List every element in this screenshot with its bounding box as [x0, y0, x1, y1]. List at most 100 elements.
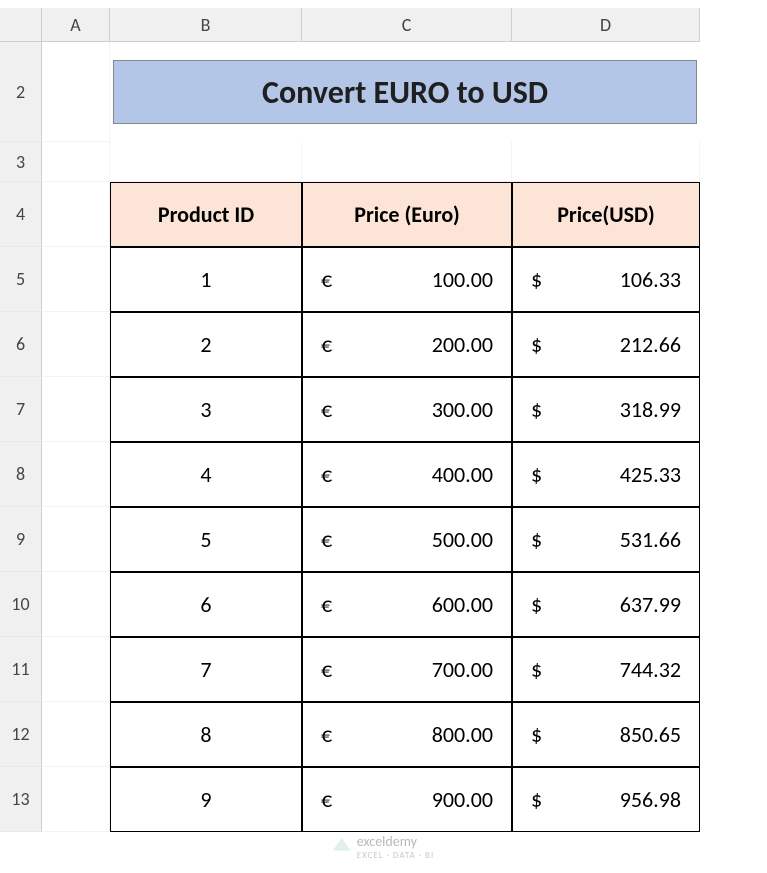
table-row[interactable]: €900.00 [302, 767, 512, 832]
table-row[interactable]: $425.33 [512, 442, 700, 507]
cell-C3[interactable] [302, 142, 512, 182]
cell-value: 700.00 [432, 656, 493, 683]
cell-value: 531.66 [620, 526, 681, 553]
dollar-icon: $ [531, 656, 542, 683]
row-header-5[interactable]: 5 [0, 247, 42, 312]
cell-D3[interactable] [512, 142, 700, 182]
cell-value: 600.00 [432, 591, 493, 618]
select-all-corner[interactable] [0, 8, 42, 42]
euro-icon: € [321, 721, 332, 748]
euro-icon: € [321, 331, 332, 358]
table-header-product-id[interactable]: Product ID [110, 182, 302, 247]
spreadsheet-grid: A B C D 1 2 1 2 3 4 5 6 7 8 9 10 11 12 1… [0, 0, 767, 832]
euro-icon: € [321, 526, 332, 553]
cell-A2[interactable] [42, 42, 110, 142]
table-row[interactable]: $637.99 [512, 572, 700, 637]
cell-A5[interactable] [42, 247, 110, 312]
table-row[interactable]: €500.00 [302, 507, 512, 572]
euro-icon: € [321, 656, 332, 683]
cell-value: 200.00 [432, 331, 493, 358]
table-row[interactable]: 6 [110, 572, 302, 637]
col-header-B[interactable]: B [110, 8, 302, 42]
title-cell[interactable]: Convert EURO to USD [113, 60, 697, 124]
row-header-11[interactable]: 11 [0, 637, 42, 702]
euro-icon: € [321, 461, 332, 488]
cell-A6[interactable] [42, 312, 110, 377]
row-header-9[interactable]: 9 [0, 507, 42, 572]
table-row[interactable]: €600.00 [302, 572, 512, 637]
cell-A10[interactable] [42, 572, 110, 637]
row-header-6[interactable]: 6 [0, 312, 42, 377]
cell-value: 800.00 [432, 721, 493, 748]
table-row[interactable]: 7 [110, 637, 302, 702]
dollar-icon: $ [531, 721, 542, 748]
col-header-A[interactable]: A [42, 8, 110, 42]
watermark-tagline: EXCEL · DATA · BI [357, 850, 434, 861]
table-header-price-usd[interactable]: Price(USD) [512, 182, 700, 247]
dollar-icon: $ [531, 396, 542, 423]
table-header-price-euro[interactable]: Price (Euro) [302, 182, 512, 247]
row-header-4[interactable]: 4 [0, 182, 42, 247]
cell-value: 956.98 [620, 786, 681, 813]
cell-value: 425.33 [620, 461, 681, 488]
table-row[interactable]: 5 [110, 507, 302, 572]
euro-icon: € [321, 396, 332, 423]
table-row[interactable]: 9 [110, 767, 302, 832]
table-row[interactable]: €200.00 [302, 312, 512, 377]
table-row[interactable]: €700.00 [302, 637, 512, 702]
dollar-icon: $ [531, 266, 542, 293]
cell-A9[interactable] [42, 507, 110, 572]
table-row[interactable]: €800.00 [302, 702, 512, 767]
cell-value: 637.99 [620, 591, 681, 618]
table-row[interactable]: €100.00 [302, 247, 512, 312]
table-row[interactable]: $850.65 [512, 702, 700, 767]
watermark: exceldemy EXCEL · DATA · BI [333, 833, 434, 861]
row-header-7[interactable]: 7 [0, 377, 42, 442]
table-row[interactable]: $106.33 [512, 247, 700, 312]
table-row[interactable]: $744.32 [512, 637, 700, 702]
col-header-D[interactable]: D [512, 8, 700, 42]
table-row[interactable]: 1 [110, 247, 302, 312]
table-row[interactable]: €400.00 [302, 442, 512, 507]
cell-value: 318.99 [620, 396, 681, 423]
dollar-icon: $ [531, 331, 542, 358]
table-row[interactable]: $956.98 [512, 767, 700, 832]
cell-value: 744.32 [620, 656, 681, 683]
dollar-icon: $ [531, 786, 542, 813]
cell-A7[interactable] [42, 377, 110, 442]
table-row[interactable]: 2 [110, 312, 302, 377]
row-header-12[interactable]: 12 [0, 702, 42, 767]
euro-icon: € [321, 786, 332, 813]
row-header-3[interactable]: 3 [0, 142, 42, 182]
cell-value: 400.00 [432, 461, 493, 488]
table-row[interactable]: 8 [110, 702, 302, 767]
cell-B3[interactable] [110, 142, 302, 182]
table-row[interactable]: 4 [110, 442, 302, 507]
row-header-8[interactable]: 8 [0, 442, 42, 507]
cell-value: 850.65 [620, 721, 681, 748]
table-row[interactable]: 3 [110, 377, 302, 442]
cell-A8[interactable] [42, 442, 110, 507]
col-header-C[interactable]: C [302, 8, 512, 42]
row-header-2[interactable]: 2 [0, 42, 42, 142]
euro-icon: € [321, 591, 332, 618]
cell-A4[interactable] [42, 182, 110, 247]
top-strip [0, 0, 700, 8]
watermark-name: exceldemy [357, 833, 417, 850]
table-row[interactable]: $531.66 [512, 507, 700, 572]
cell-A3[interactable] [42, 142, 110, 182]
cell-value: 900.00 [432, 786, 493, 813]
cell-A11[interactable] [42, 637, 110, 702]
row-header-10[interactable]: 10 [0, 572, 42, 637]
table-row[interactable]: $212.66 [512, 312, 700, 377]
dollar-icon: $ [531, 591, 542, 618]
table-row[interactable]: $318.99 [512, 377, 700, 442]
row-header-13[interactable]: 13 [0, 767, 42, 832]
cell-value: 106.33 [620, 266, 681, 293]
cell-value: 500.00 [432, 526, 493, 553]
logo-icon [333, 838, 351, 856]
cell-A13[interactable] [42, 767, 110, 832]
cell-A12[interactable] [42, 702, 110, 767]
dollar-icon: $ [531, 461, 542, 488]
table-row[interactable]: €300.00 [302, 377, 512, 442]
